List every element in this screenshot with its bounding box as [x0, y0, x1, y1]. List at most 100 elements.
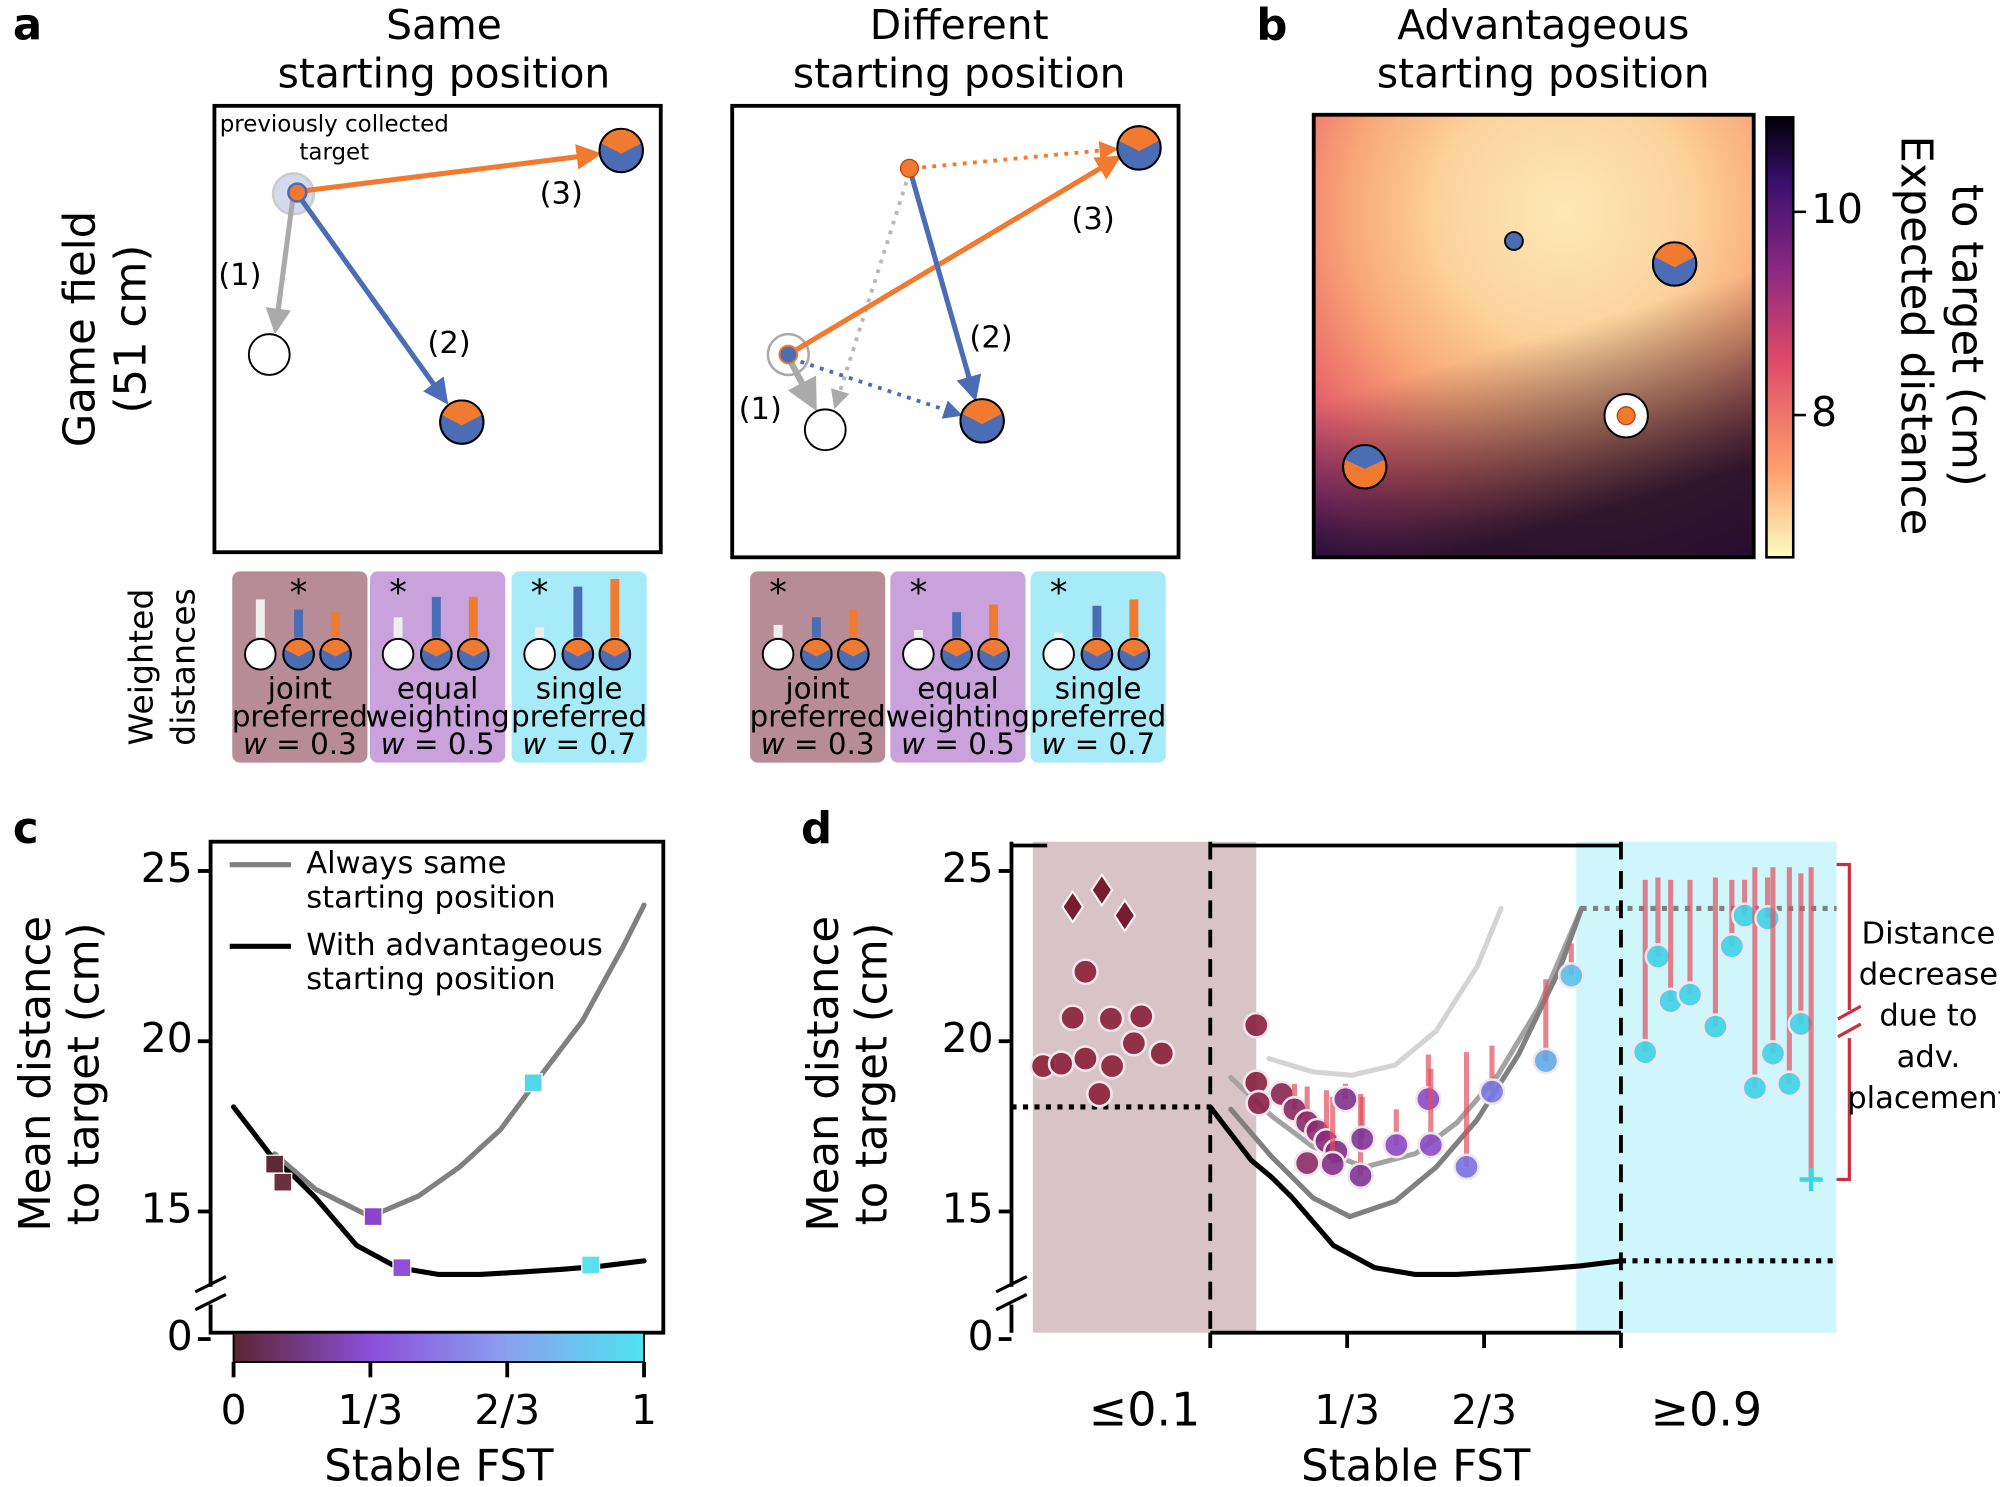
x-tick-label: 1/3 — [338, 1386, 404, 1434]
empty-target — [244, 637, 277, 671]
point — [1245, 1089, 1273, 1117]
point — [1242, 1011, 1270, 1039]
colorbar — [1765, 116, 1795, 559]
axis-label: (51 cm) — [107, 245, 157, 414]
weighting-name: single — [1055, 671, 1142, 705]
step-label: (1) — [739, 392, 782, 427]
point — [1059, 1004, 1087, 1032]
empty-target — [381, 637, 415, 671]
game-field — [212, 103, 663, 555]
point — [1676, 981, 1704, 1008]
point — [1319, 1150, 1347, 1178]
point — [1047, 1050, 1075, 1078]
weight-part: = 0.7 — [546, 726, 636, 760]
marker — [523, 1073, 543, 1093]
region — [1032, 841, 1257, 1333]
best-marker: * — [769, 572, 787, 613]
annotation: adv. — [1897, 1040, 1961, 1075]
target-wedge — [1118, 126, 1160, 152]
point — [1718, 932, 1746, 960]
marker — [392, 1258, 412, 1278]
annotation: due to — [1879, 999, 1977, 1034]
weight-bar — [1092, 605, 1102, 638]
best-marker: * — [389, 572, 407, 613]
arrow — [295, 192, 449, 405]
target-outline — [1080, 637, 1114, 671]
panel-label: a — [13, 1, 42, 51]
arrow — [785, 355, 817, 412]
axis-label: distances — [164, 588, 203, 746]
colorbar-tick-label: 8 — [1811, 388, 1837, 436]
weight-part: w — [243, 726, 268, 760]
weight-part: w — [761, 726, 786, 760]
x-axis-label: Stable FST — [324, 1442, 554, 1487]
target-wedge — [801, 638, 831, 657]
legend-label: Always same — [306, 846, 506, 881]
bracket-break — [1837, 1022, 1862, 1039]
axis-label: Weighted — [121, 589, 160, 746]
legend-label: starting position — [306, 881, 555, 916]
point — [1644, 943, 1672, 970]
target-wedge — [458, 638, 488, 657]
point — [1097, 1005, 1125, 1033]
weight-value: w = 0.7 — [522, 726, 636, 760]
series-line — [1228, 905, 1585, 1220]
colorbar-label: Expected distance — [1891, 135, 1941, 535]
target-wedge — [321, 638, 350, 657]
x-tick-label: 2/3 — [474, 1386, 540, 1434]
point — [1478, 1078, 1506, 1106]
best-marker: * — [290, 572, 308, 613]
point — [1799, 1167, 1823, 1191]
target-wedge — [838, 638, 868, 657]
weight-bar — [913, 629, 923, 638]
series-line — [1266, 905, 1504, 1078]
weight-value: w = 0.5 — [381, 726, 495, 760]
annotation: decrease — [1859, 957, 1998, 992]
x-axis-label: Stable FST — [1301, 1442, 1531, 1487]
point — [1331, 1085, 1359, 1113]
target-wedge — [421, 638, 451, 657]
point — [1532, 1047, 1560, 1075]
empty-target — [247, 333, 291, 376]
heatmap-frame — [1311, 112, 1756, 560]
target-outline — [1651, 241, 1698, 287]
colorbar-label: to target (cm) — [1942, 184, 1992, 487]
weight-value: w = 0.5 — [901, 726, 1015, 760]
series-line — [231, 1104, 647, 1278]
player — [899, 158, 920, 178]
subplot-title: starting position — [793, 50, 1126, 98]
point — [1754, 904, 1781, 932]
target-wedge — [563, 638, 593, 657]
panel-label: b — [1256, 1, 1287, 51]
target-outline — [959, 398, 1005, 444]
bracket — [1836, 862, 1851, 1182]
point — [1417, 1131, 1445, 1159]
target-wedge — [600, 128, 642, 154]
point — [1348, 1125, 1376, 1153]
target-outline — [977, 637, 1010, 671]
player — [1616, 406, 1636, 426]
weight-part: = 0.7 — [1065, 726, 1155, 760]
axis-label: Game field — [56, 211, 106, 447]
target-wedge — [1344, 445, 1386, 469]
point — [1113, 898, 1137, 933]
weight-part: w — [901, 726, 926, 760]
annotation: target — [299, 140, 369, 166]
marker — [363, 1207, 383, 1227]
point — [1347, 1162, 1374, 1190]
point — [1453, 1153, 1480, 1181]
legend-label: starting position — [306, 962, 555, 997]
point — [1557, 962, 1585, 989]
weight-bar — [573, 586, 583, 638]
y-tick-label: 15 — [141, 1184, 193, 1232]
weight-value: w = 0.7 — [1041, 726, 1155, 760]
target-outline — [598, 637, 632, 671]
weight-bar — [294, 609, 304, 638]
step-label: (2) — [427, 326, 470, 361]
target-wedge — [961, 399, 1003, 425]
weight-bar — [773, 624, 783, 638]
axis-break — [995, 1293, 1028, 1312]
series-line — [1228, 905, 1585, 1170]
point — [1775, 1070, 1803, 1098]
